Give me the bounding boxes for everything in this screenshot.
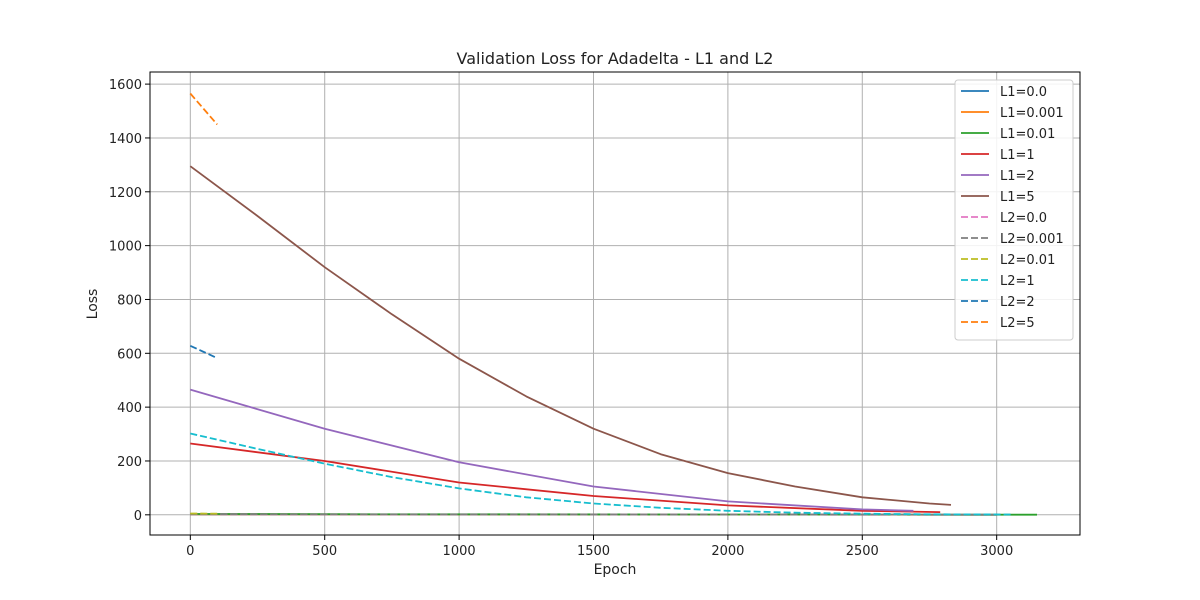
y-tick-label: 400 xyxy=(117,401,142,416)
series-layer xyxy=(189,92,1038,516)
plot-frame xyxy=(149,71,1081,536)
x-tick-label: 500 xyxy=(312,544,337,559)
y-tick-label: 1200 xyxy=(109,186,142,201)
y-axis-ticks: 0 200 400 600 800 1000 1200 1400 1600 xyxy=(109,78,150,524)
y-tick-label: 600 xyxy=(117,347,142,362)
x-axis-ticks: 0 500 1000 1500 2000 2500 3000 xyxy=(186,535,1013,559)
legend-label-l1-5: L1=5 xyxy=(1000,190,1035,205)
x-tick-label: 1000 xyxy=(443,544,476,559)
legend-label-l2-5: L2=5 xyxy=(1000,316,1035,331)
series-line-l1-5 xyxy=(189,165,952,506)
x-tick-label: 2000 xyxy=(711,544,744,559)
x-tick-label: 3000 xyxy=(980,544,1013,559)
y-tick-label: 800 xyxy=(117,293,142,308)
legend-label-l2-0-001: L2=0.001 xyxy=(1000,232,1064,247)
x-tick-label: 2500 xyxy=(846,544,879,559)
legend-label-l2-1: L2=1 xyxy=(1000,274,1035,289)
legend-label-l2-0-0: L2=0.0 xyxy=(1000,211,1047,226)
legend-label-l1-0-01: L1=0.01 xyxy=(1000,127,1055,142)
legend-label-l2-0-01: L2=0.01 xyxy=(1000,253,1055,268)
series-line-l2-5 xyxy=(189,92,218,126)
y-tick-label: 1000 xyxy=(109,240,142,255)
legend-label-l2-2: L2=2 xyxy=(1000,295,1035,310)
chart-title: Validation Loss for Adadelta - L1 and L2 xyxy=(457,49,774,68)
x-tick-label: 0 xyxy=(186,544,194,559)
series-line-l1-2 xyxy=(190,388,914,512)
legend-label-l1-0-001: L1=0.001 xyxy=(1000,106,1064,121)
x-tick-label: 1500 xyxy=(577,544,610,559)
y-tick-label: 1400 xyxy=(109,132,142,147)
series-line-l2-2 xyxy=(189,344,218,359)
legend: L1=0.0 L1=0.001 L1=0.01 L1=1 L1=2 L1=5 L2=0.0 L… xyxy=(954,79,1074,341)
y-axis-label: Loss xyxy=(85,289,101,320)
legend-label-l1-0-0: L1=0.0 xyxy=(1000,85,1047,100)
y-tick-label: 200 xyxy=(117,455,142,470)
y-tick-label: 0 xyxy=(134,509,142,524)
legend-label-l1-2: L1=2 xyxy=(1000,169,1035,184)
series-line-l1-1 xyxy=(190,442,941,513)
legend-box xyxy=(954,79,1074,341)
legend-label-l1-1: L1=1 xyxy=(1000,148,1035,163)
x-axis-label: Epoch xyxy=(594,562,637,578)
y-tick-label: 1600 xyxy=(109,78,142,93)
